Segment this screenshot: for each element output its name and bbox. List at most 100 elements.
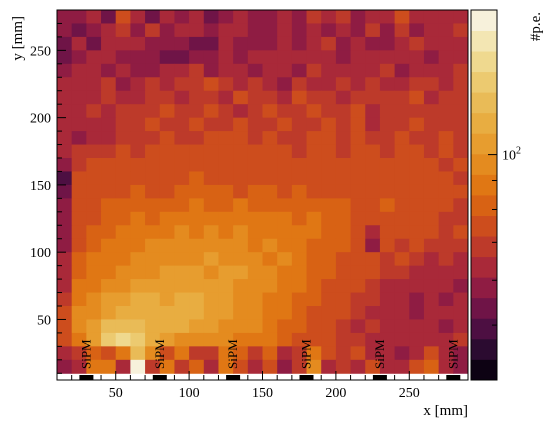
heatmap-cell [115, 265, 131, 280]
heatmap-cell [247, 131, 263, 146]
heatmap-cell [159, 144, 175, 159]
heatmap-cell [57, 319, 73, 334]
heatmap-cell [189, 198, 205, 213]
heatmap-cell [321, 36, 337, 51]
heatmap-cell [262, 117, 278, 132]
heatmap-cell [438, 131, 454, 146]
heatmap-cell [321, 306, 337, 320]
heatmap-cell [409, 225, 425, 240]
heatmap-cell [86, 252, 102, 267]
heatmap-cell [57, 279, 73, 294]
heatmap-cell [291, 265, 308, 280]
heatmap-cell [130, 238, 146, 253]
heatmap-cell [145, 252, 161, 267]
heatmap-cell [218, 211, 234, 226]
heatmap-cell [365, 238, 381, 253]
heatmap-cell [306, 346, 322, 361]
heatmap-cell [262, 171, 278, 186]
color-bar-segment [471, 71, 497, 93]
heatmap-cell [130, 252, 146, 267]
heatmap-cell [365, 36, 381, 51]
heatmap-cell [203, 238, 219, 253]
color-bar-segment [471, 359, 497, 381]
heatmap-cell [394, 211, 410, 226]
heatmap-cell [247, 332, 263, 347]
heatmap-cell [247, 225, 263, 240]
heatmap-cell [233, 332, 249, 347]
heatmap-cell [71, 63, 87, 78]
y-tick-label: 150 [30, 179, 51, 194]
heatmap-cell [277, 90, 293, 105]
heatmap-cell [350, 158, 366, 172]
heatmap-cell [203, 184, 219, 199]
heatmap-cell [277, 50, 293, 65]
heatmap-cell [379, 279, 396, 294]
heatmap-cell [409, 77, 425, 92]
heatmap-cell [409, 346, 425, 361]
heatmap-cell [350, 117, 366, 132]
heatmap-cell [277, 36, 293, 51]
heatmap-cell [306, 279, 322, 294]
color-bar-segment [471, 236, 497, 258]
heatmap-cell [321, 10, 337, 24]
heatmap-cell [174, 252, 190, 267]
heatmap-cell [262, 77, 278, 92]
heatmap-cell [291, 238, 308, 253]
heatmap-cell [203, 279, 219, 294]
heatmap-cell [321, 117, 337, 132]
heatmap-cell [379, 50, 396, 65]
heatmap-cell [321, 252, 337, 267]
heatmap-cell [277, 144, 293, 159]
heatmap-cell [115, 77, 131, 92]
heatmap-cell [277, 117, 293, 132]
heatmap-cell [262, 346, 278, 361]
heatmap-cell [218, 359, 234, 374]
heatmap-cell [306, 90, 322, 105]
heatmap-cell [189, 279, 205, 294]
heatmap-cell [203, 211, 219, 226]
heatmap-cell [277, 158, 293, 172]
heatmap-cell [130, 117, 146, 132]
heatmap-cell [233, 158, 249, 172]
heatmap-cell [365, 50, 381, 65]
heatmap-cell [233, 265, 249, 280]
heatmap-cell [101, 23, 117, 38]
heatmap-cell [218, 319, 234, 334]
heatmap-cell [291, 359, 308, 374]
heatmap-cell [189, 117, 205, 132]
heatmap-cell [130, 346, 146, 361]
heatmap-cell [394, 77, 410, 92]
heatmap-cell [321, 144, 337, 159]
heatmap-cell [453, 131, 469, 146]
heatmap-cell [86, 104, 102, 119]
heatmap-cell [86, 359, 102, 374]
x-tick-label: 100 [179, 386, 200, 401]
heatmap-cell [394, 171, 410, 186]
color-bar-label: #p.e. [528, 12, 544, 41]
heatmap-cell [409, 117, 425, 132]
heatmap-cell [335, 158, 352, 172]
heatmap-cell [115, 346, 131, 361]
heatmap-cell [130, 10, 146, 24]
heatmap-cell [321, 23, 337, 38]
heatmap-cell [247, 198, 263, 213]
heatmap-cell [335, 77, 352, 92]
heatmap-cell [130, 158, 146, 172]
heatmap-cell [291, 198, 308, 213]
heatmap-cell [365, 346, 381, 361]
heatmap-cell [350, 238, 366, 253]
heatmap-cell [306, 184, 322, 199]
heatmap-cell [277, 10, 293, 24]
heatmap-cell [277, 23, 293, 38]
heatmap-cell [262, 131, 278, 146]
heatmap-cell [306, 225, 322, 240]
heatmap-cell [130, 332, 146, 347]
heatmap-cell [365, 319, 381, 334]
heatmap-cell [203, 198, 219, 213]
x-tick-label: 200 [325, 386, 346, 401]
heatmap-cell [233, 171, 249, 186]
heatmap-cell [365, 90, 381, 105]
heatmap-cell [379, 184, 396, 199]
heatmap-cell [86, 306, 102, 320]
